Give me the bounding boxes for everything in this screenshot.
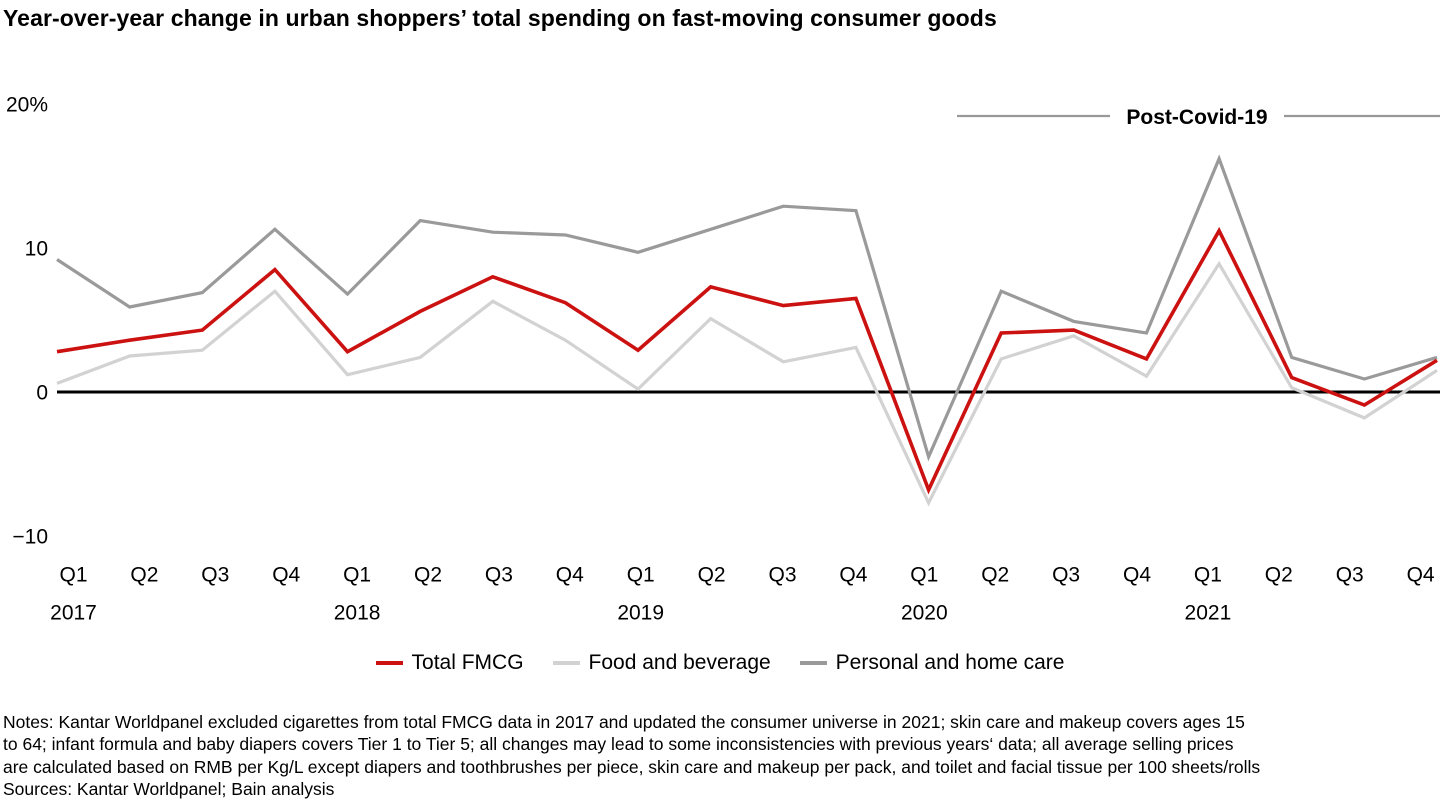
series-line-total-fmcg <box>56 226 1438 495</box>
x-axis-year-label: 2020 <box>901 602 948 625</box>
x-axis-quarter-label: Q4 <box>556 564 584 587</box>
legend-item-total-fmcg: Total FMCG <box>375 651 524 675</box>
x-axis-year-label: 2021 <box>1185 602 1232 625</box>
x-axis-quarter-label: Q2 <box>981 564 1009 587</box>
x-axis-quarter-label: Q2 <box>130 564 158 587</box>
x-axis-quarter-label: Q4 <box>839 564 867 587</box>
legend-swatch-food-and-beverage <box>552 661 580 665</box>
series-line-personal-and-home-care <box>56 154 1438 462</box>
x-axis-quarter-label: Q2 <box>414 564 442 587</box>
y-axis-label: −10 <box>12 526 48 549</box>
x-axis-quarter-label: Q3 <box>1336 564 1364 587</box>
x-axis-quarter-label: Q4 <box>1407 564 1435 587</box>
x-axis-quarter-label: Q3 <box>201 564 229 587</box>
legend-item-personal-and-home-care: Personal and home care <box>799 651 1065 675</box>
x-axis-year-label: 2019 <box>617 602 664 625</box>
legend-label-total-fmcg: Total FMCG <box>411 651 524 674</box>
x-axis-quarter-label: Q3 <box>485 564 513 587</box>
chart-title: Year-over-year change in urban shoppers’… <box>3 5 997 31</box>
x-axis-quarter-label: Q3 <box>1052 564 1080 587</box>
x-axis-quarter-label: Q1 <box>59 564 87 587</box>
sources-line: Sources: Kantar Worldpanel; Bain analysi… <box>3 779 335 800</box>
x-axis-year-label: 2017 <box>50 602 97 625</box>
line-chart: 20% 10 0 −10 Post-Covid-19 Q1 Q2 Q3 Q4 Q1 Q2 Q3 Q4 Q1… <box>6 94 1440 625</box>
x-axis-quarter-label: Q1 <box>343 564 371 587</box>
notes-block: Notes: Kantar Worldpanel excluded cigare… <box>3 711 1437 801</box>
legend-swatch-personal-and-home-care <box>799 661 827 665</box>
x-axis-quarter-label: Q1 <box>910 564 938 587</box>
notes-line: to 64; infant formula and baby diapers c… <box>3 734 1234 755</box>
notes-line: are calculated based on RMB per Kg/L exc… <box>3 756 1261 777</box>
post-covid-label: Post-Covid-19 <box>1126 106 1267 129</box>
x-axis-quarter-label: Q1 <box>1194 564 1222 587</box>
legend-label-food-and-beverage: Food and beverage <box>588 651 771 674</box>
x-axis-quarter-label: Q4 <box>1123 564 1151 587</box>
legend-item-food-and-beverage: Food and beverage <box>552 651 771 675</box>
x-axis-year-label: 2018 <box>334 602 381 625</box>
x-axis-quarter-label: Q2 <box>698 564 726 587</box>
legend-swatch-total-fmcg <box>375 661 403 665</box>
y-axis-label: 10 <box>25 238 48 261</box>
x-axis-quarter-label: Q1 <box>627 564 655 587</box>
x-axis-quarter-label: Q3 <box>768 564 796 587</box>
x-axis-quarter-label: Q2 <box>1265 564 1293 587</box>
notes-line: Notes: Kantar Worldpanel excluded cigare… <box>3 712 1245 732</box>
legend: Total FMCG Food and beverage Personal an… <box>0 651 1440 675</box>
series-line-food-and-beverage <box>56 260 1438 507</box>
x-axis-quarter-label: Q4 <box>272 564 300 587</box>
y-axis-label: 20% <box>6 94 48 117</box>
legend-label-personal-and-home-care: Personal and home care <box>835 651 1065 674</box>
y-axis-label: 0 <box>36 382 48 405</box>
